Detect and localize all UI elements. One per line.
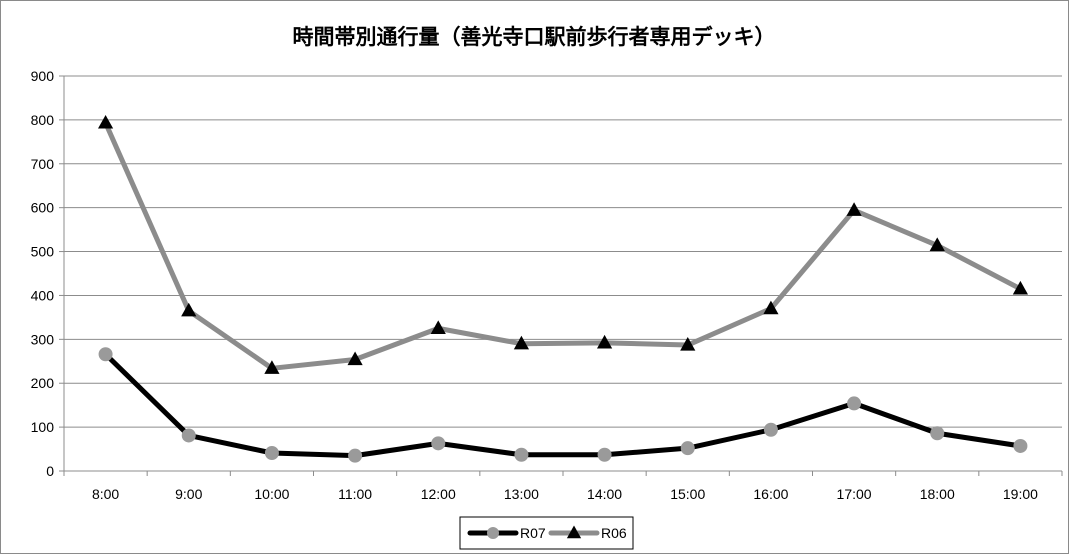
y-tick-label: 200 [31,375,55,391]
legend-item-R07: R07 [467,525,546,541]
gridlines [64,75,1062,472]
x-tick-label: 18:00 [920,486,955,502]
y-tick-label: 900 [31,68,55,84]
x-tick-label: 8:00 [92,486,119,502]
y-tick-label: 300 [31,331,55,347]
data-point-R06 [846,202,862,216]
series-R07 [98,347,1028,463]
series-R06 [97,114,1029,374]
data-point-R07 [264,446,279,461]
y-tick-label: 700 [31,156,55,172]
data-point-R06 [929,237,945,252]
data-point-R06 [264,360,280,374]
x-tick-label: 19:00 [1003,486,1038,502]
y-tick-label: 400 [31,287,55,303]
data-point-R06 [596,334,613,349]
x-tick-label: 15:00 [670,486,705,502]
y-tick-label: 500 [31,244,55,260]
data-point-R06 [513,335,530,350]
x-tick-label: 10:00 [254,486,289,502]
data-point-R07 [514,447,529,462]
data-point-R07 [763,422,778,437]
data-point-R06 [430,320,446,334]
data-point-R07 [181,428,196,443]
data-point-R07 [348,448,363,463]
x-tick-label: 12:00 [421,486,456,502]
data-point-R06 [347,351,363,366]
data-point-R07 [597,447,612,462]
x-tick-label: 11:00 [338,486,372,502]
x-tick-label: 17:00 [837,486,872,502]
legend-marker-R06 [566,525,582,539]
y-tick-label: 100 [31,419,55,435]
data-point-R07 [680,441,695,456]
y-tick-label: 600 [31,200,55,216]
data-point-R07 [1013,438,1028,453]
x-tick-label: 14:00 [587,486,622,502]
chart-title: 時間帯別通行量（善光寺口駅前歩行者専用デッキ） [293,25,776,49]
data-point-R06 [680,337,696,351]
series-layer [97,114,1029,463]
y-tick-label: 800 [31,112,55,128]
data-point-R07 [98,347,113,362]
legend: R07 R06 [459,516,634,550]
data-point-R06 [1012,280,1029,295]
x-tick-label: 9:00 [175,486,202,502]
legend-label-R06: R06 [601,525,627,541]
data-point-R07 [431,436,446,451]
data-point-R07 [930,426,945,441]
legend-item-R06: R06 [548,525,627,541]
x-tick-label: 13:00 [504,486,539,502]
data-point-R06 [97,114,114,129]
y-tick-label: 0 [46,463,54,479]
series-line-R07 [103,351,1023,459]
x-axis: 8:00 9:00 10:00 11:00 12:00 13:00 14:00 15:00 16… [63,470,1063,502]
data-point-R07 [847,396,862,411]
data-point-R06 [181,302,197,317]
data-point-R06 [763,300,779,315]
legend-label-R07: R07 [520,525,546,541]
x-tick-label: 16:00 [753,486,788,502]
y-axis: 0 100 200 300 400 500 600 700 800 900 [31,68,65,479]
legend-marker-R07 [487,527,499,539]
series-line-R06 [103,120,1023,371]
